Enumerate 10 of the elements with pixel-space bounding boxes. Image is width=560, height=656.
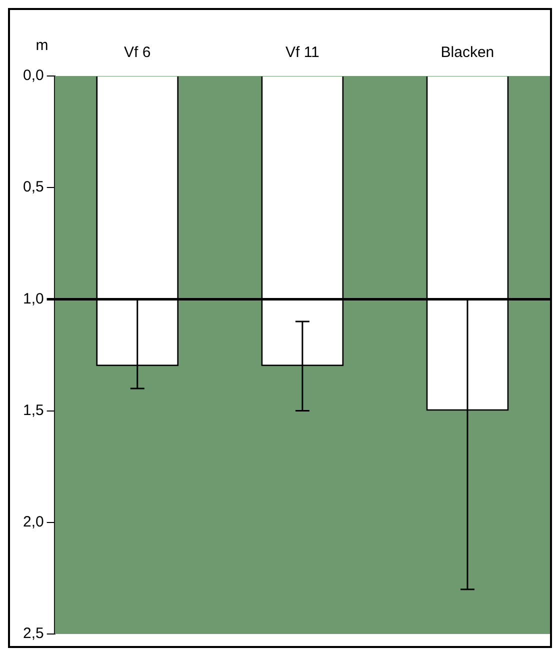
y-tick-label: 2,0 — [22, 514, 44, 531]
y-tick-label: 0,0 — [22, 67, 44, 84]
y-tick-label: 2,5 — [22, 625, 44, 642]
x-tick-label: Vf 6 — [124, 44, 151, 62]
y-tick-label: 1,5 — [22, 402, 44, 419]
y-tick-label: 1,0 — [22, 290, 44, 308]
x-tick-label: Blacken — [440, 44, 494, 62]
y-axis-title: m — [36, 37, 48, 54]
y-tick-label: 0,5 — [22, 178, 44, 196]
x-tick-label: Vf 11 — [285, 44, 320, 62]
